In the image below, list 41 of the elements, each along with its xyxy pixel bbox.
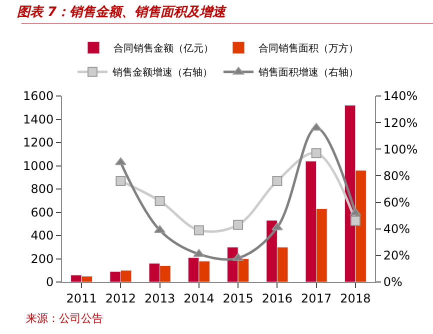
point (350, 216, 360, 226)
source-note: 来源：公司公告 (26, 312, 103, 325)
y2-tick-label: 20% (383, 248, 410, 263)
x-tick-label: 2015 (222, 291, 254, 306)
y-tick-label: 400 (30, 228, 54, 243)
point (272, 176, 282, 186)
x-tick-label: 2018 (340, 291, 371, 306)
legend-label: 销售金额增速（右轴） (112, 66, 212, 79)
x-tick-label: 2012 (105, 291, 136, 306)
point (233, 220, 244, 230)
y-tick-label: 0 (46, 275, 54, 290)
legend-label: 销售面积增速（右轴） (258, 66, 358, 79)
y-tick-label: 1200 (23, 136, 54, 150)
y-tick-label: 800 (30, 182, 54, 196)
x-tick-label: 2011 (66, 291, 97, 306)
point (311, 148, 322, 158)
y2-tick-label: 40% (383, 222, 410, 236)
y2-tick-label: 0% (383, 275, 402, 290)
chart-title: 图表 7：销售金额、销售面积及增速 (17, 4, 228, 20)
x-tick-label: 2013 (144, 291, 176, 306)
y2-tick-label: 140% (383, 89, 418, 104)
y-tick-label: 600 (30, 205, 54, 220)
legend-label: 合同销售面积（万方） (258, 42, 358, 55)
x-tick-label: 2017 (301, 291, 332, 306)
y2-tick-label: 60% (383, 195, 410, 210)
point (114, 157, 126, 166)
legend-label: 合同销售金额（亿元） (114, 42, 214, 55)
y-tick-label: 1600 (23, 89, 54, 104)
point (116, 176, 126, 186)
y2-tick-label: 100% (383, 142, 418, 156)
x-tick-label: 2016 (262, 291, 292, 306)
y2-tick-label: 80% (383, 168, 410, 183)
point (350, 208, 362, 216)
y-tick-label: 200 (30, 252, 54, 266)
y2-tick-label: 120% (383, 116, 418, 130)
point (310, 122, 322, 131)
y-tick-label: 1000 (23, 158, 54, 173)
x-tick-label: 2014 (184, 291, 214, 306)
point (194, 225, 204, 236)
y-tick-label: 1400 (23, 112, 54, 126)
point (154, 196, 165, 206)
